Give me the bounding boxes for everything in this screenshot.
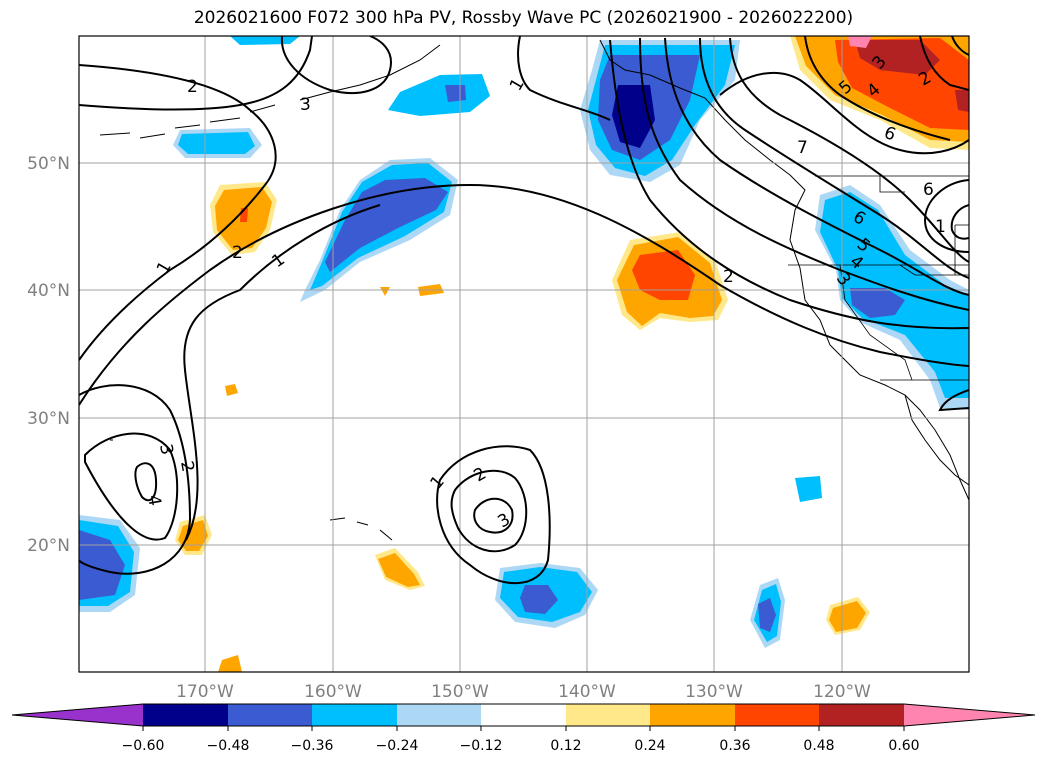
contour-label: 2 xyxy=(187,77,198,97)
lon-label-130w: 130°W xyxy=(685,682,743,702)
colorbar: −0.60 −0.48 −0.36 −0.24 −0.12 0.12 0.24 … xyxy=(11,703,1036,754)
colorbar-tick-label: 0.24 xyxy=(634,738,665,754)
lon-label-140w: 140°W xyxy=(558,682,616,702)
colorbar-tick-label: −0.48 xyxy=(207,738,250,754)
latitude-labels: 50°N 40°N 30°N 20°N xyxy=(27,154,70,556)
contour-label: 4 xyxy=(143,493,165,507)
colorbar-segment xyxy=(650,704,735,726)
colorbar-segment xyxy=(819,704,904,726)
coastlines xyxy=(99,39,969,541)
pv-anomaly-negative-central-pacific xyxy=(300,158,458,302)
contour-label: 7 xyxy=(797,138,808,158)
colorbar-tick-label: −0.12 xyxy=(460,738,503,754)
contour-label: 3 xyxy=(300,95,311,115)
contour-label: 3 xyxy=(155,442,177,456)
colorbar-tick-label: −0.24 xyxy=(376,738,419,754)
lat-label-50n: 50°N xyxy=(27,154,70,174)
contour-label: 2 xyxy=(723,267,734,287)
state-borders xyxy=(788,175,969,381)
lon-label-120w: 120°W xyxy=(813,682,871,702)
contour-label: 6 xyxy=(923,180,934,200)
pv-anomaly-negative-west-coast xyxy=(815,185,969,410)
colorbar-segment xyxy=(312,704,397,726)
map-frame xyxy=(78,35,970,673)
lat-label-20n: 20°N xyxy=(27,536,70,556)
lon-label-150w: 150°W xyxy=(431,682,489,702)
colorbar-segment xyxy=(566,704,650,726)
contour-label: 2 xyxy=(232,243,243,263)
pv-anomaly-positive-west xyxy=(175,182,870,672)
colorbar-segment xyxy=(735,704,819,726)
colorbar-tick-label: 0.12 xyxy=(550,738,581,754)
contour-label: 2 xyxy=(176,459,198,473)
colorbar-extend-min xyxy=(12,704,143,726)
pv-anomaly-positive-northeast xyxy=(790,36,969,150)
colorbar-tick-label: 0.60 xyxy=(888,738,919,754)
lon-label-170w: 170°W xyxy=(176,682,234,702)
pv-anomaly-negative-north-small xyxy=(173,36,490,158)
lat-label-30n: 30°N xyxy=(27,409,70,429)
pv-anomaly-positive-east-pacific xyxy=(612,232,728,330)
colorbar-segment xyxy=(143,704,228,726)
colorbar-segment xyxy=(481,704,566,726)
contour-label: 1 xyxy=(935,217,946,237)
lon-label-160w: 160°W xyxy=(304,682,362,702)
lat-label-40n: 40°N xyxy=(27,281,70,301)
pv-anomaly-negative-subtropical xyxy=(79,476,822,648)
colorbar-tick-label: 0.36 xyxy=(719,738,750,754)
colorbar-segment xyxy=(397,704,481,726)
colorbar-tick-label: 0.48 xyxy=(803,738,834,754)
colorbar-tick-label: −0.36 xyxy=(291,738,334,754)
rossby-wave-contours xyxy=(79,36,969,585)
colorbar-extend-max xyxy=(904,704,1035,726)
colorbar-tick-label: −0.60 xyxy=(122,738,165,754)
colorbar-segment xyxy=(228,704,312,726)
longitude-labels: 170°W 160°W 150°W 140°W 130°W 120°W xyxy=(176,682,871,702)
figure-title: 2026021600 F072 300 hPa PV, Rossby Wave … xyxy=(193,8,854,28)
gridlines xyxy=(79,36,969,672)
